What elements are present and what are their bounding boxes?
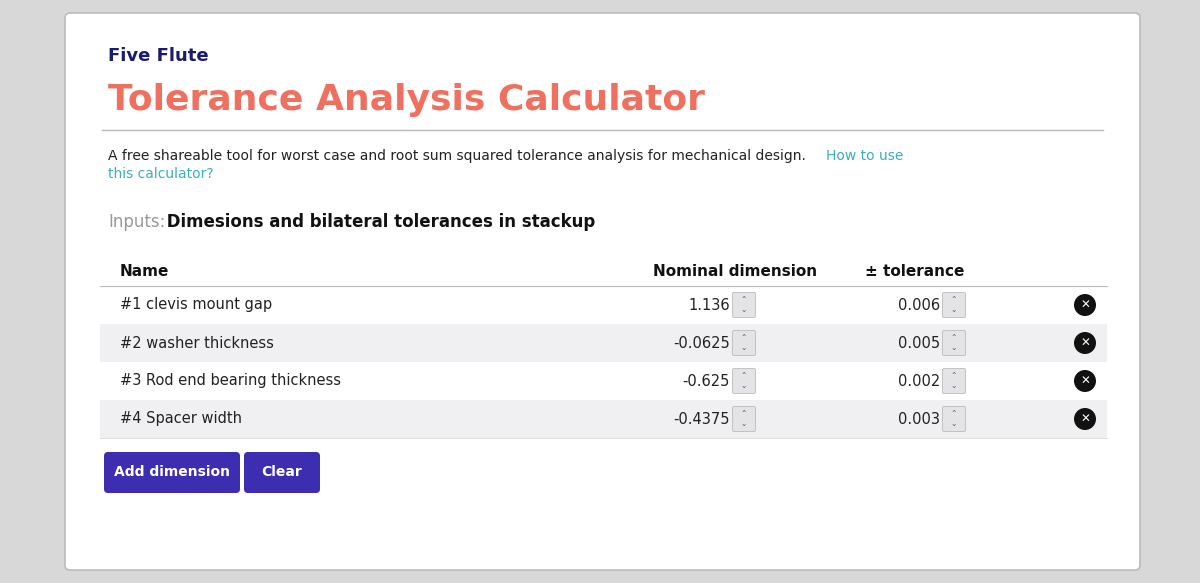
FancyBboxPatch shape (942, 368, 966, 394)
Text: A free shareable tool for worst case and root sum squared tolerance analysis for: A free shareable tool for worst case and… (108, 149, 806, 163)
Text: ⌃: ⌃ (950, 296, 958, 305)
Text: 0.002: 0.002 (898, 374, 940, 388)
Text: 0.003: 0.003 (898, 412, 940, 427)
FancyBboxPatch shape (732, 331, 756, 356)
Text: #3 Rod end bearing thickness: #3 Rod end bearing thickness (120, 374, 341, 388)
Text: Nominal dimension: Nominal dimension (653, 264, 817, 279)
Text: ⌄: ⌄ (950, 305, 958, 314)
Text: ⌄: ⌄ (950, 381, 958, 391)
Circle shape (1074, 294, 1096, 316)
Bar (100, 362, 1108, 400)
Text: Tolerance Analysis Calculator: Tolerance Analysis Calculator (108, 83, 706, 117)
Bar (100, 324, 1108, 362)
Bar (100, 286, 1108, 324)
Text: ⌄: ⌄ (740, 420, 748, 429)
Text: Dimesions and bilateral tolerances in stackup: Dimesions and bilateral tolerances in st… (161, 213, 595, 231)
Circle shape (1074, 370, 1096, 392)
Text: ✕: ✕ (1080, 299, 1090, 312)
Text: ✕: ✕ (1080, 337, 1090, 350)
Text: ⌄: ⌄ (740, 305, 748, 314)
Text: How to use: How to use (826, 149, 904, 163)
Text: 1.136: 1.136 (689, 297, 730, 312)
Text: this calculator?: this calculator? (108, 167, 214, 181)
Text: Name: Name (120, 264, 169, 279)
Text: Five Flute: Five Flute (108, 47, 209, 65)
Text: Inputs:: Inputs: (108, 213, 166, 231)
FancyBboxPatch shape (732, 406, 756, 431)
Text: ⌃: ⌃ (740, 334, 748, 343)
Text: 0.005: 0.005 (898, 335, 940, 350)
FancyBboxPatch shape (732, 293, 756, 318)
Text: Add dimension: Add dimension (114, 465, 230, 479)
FancyBboxPatch shape (244, 452, 320, 493)
FancyBboxPatch shape (942, 406, 966, 431)
Text: ⌃: ⌃ (950, 410, 958, 419)
Circle shape (1074, 332, 1096, 354)
Text: -0.625: -0.625 (683, 374, 730, 388)
Text: ⌄: ⌄ (740, 343, 748, 353)
FancyBboxPatch shape (65, 13, 1140, 570)
Text: -0.4375: -0.4375 (673, 412, 730, 427)
Text: ± tolerance: ± tolerance (865, 264, 965, 279)
Text: ⌃: ⌃ (740, 372, 748, 381)
Text: ⌃: ⌃ (740, 296, 748, 305)
Text: #2 washer thickness: #2 washer thickness (120, 335, 274, 350)
Text: ✕: ✕ (1080, 413, 1090, 426)
Text: ⌃: ⌃ (950, 334, 958, 343)
FancyBboxPatch shape (942, 331, 966, 356)
FancyBboxPatch shape (942, 293, 966, 318)
Text: ✕: ✕ (1080, 375, 1090, 388)
Text: ⌄: ⌄ (740, 381, 748, 391)
Text: ⌃: ⌃ (950, 372, 958, 381)
Text: -0.0625: -0.0625 (673, 335, 730, 350)
FancyBboxPatch shape (732, 368, 756, 394)
Circle shape (1074, 408, 1096, 430)
Text: ⌄: ⌄ (950, 343, 958, 353)
Text: 0.006: 0.006 (898, 297, 940, 312)
Text: #4 Spacer width: #4 Spacer width (120, 412, 242, 427)
Bar (100, 400, 1108, 438)
FancyBboxPatch shape (104, 452, 240, 493)
Text: ⌃: ⌃ (740, 410, 748, 419)
Text: #1 clevis mount gap: #1 clevis mount gap (120, 297, 272, 312)
Text: ⌄: ⌄ (950, 420, 958, 429)
Text: Clear: Clear (262, 465, 302, 479)
